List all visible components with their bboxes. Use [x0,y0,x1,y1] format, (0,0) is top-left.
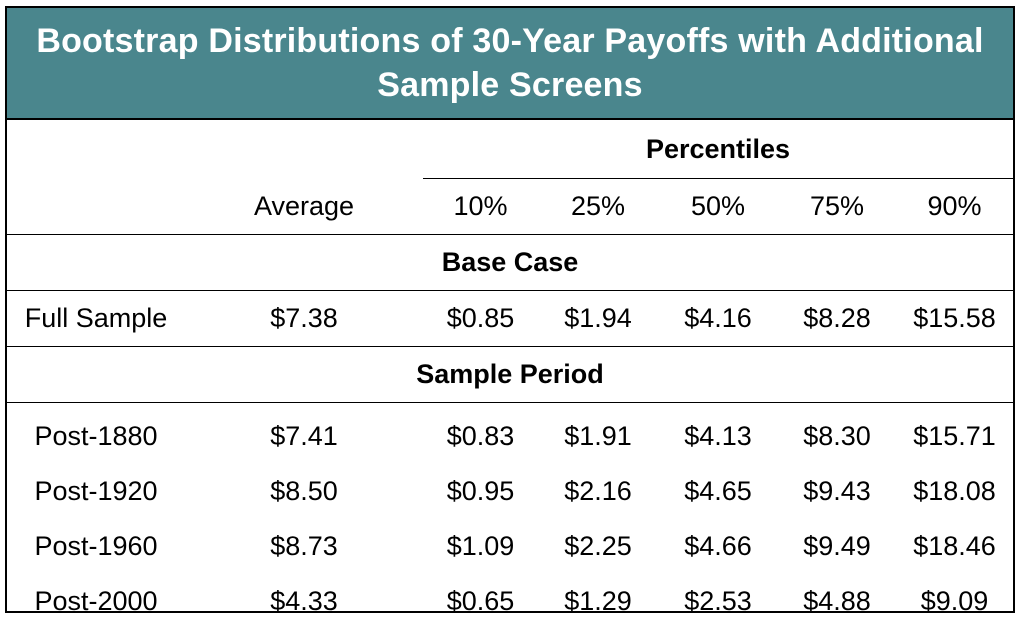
cell-p90: $15.58 [913,303,996,333]
column-header-p75: 75% [809,191,865,221]
cell-p90: $9.09 [920,586,989,616]
cell-p90: $18.46 [913,531,996,561]
cell-p75: $8.30 [803,421,871,451]
cell-p10: $1.09 [446,531,515,561]
cell-p75: $4.88 [803,586,871,616]
row-label: Full Sample [24,303,168,333]
column-header-p25: 25% [570,191,626,221]
row-label: Post-1880 [34,421,158,451]
cell-p50: $4.66 [684,531,752,561]
cell-p90: $15.71 [913,421,996,451]
column-header-p50: 50% [690,191,746,221]
table-title-bar: Bootstrap Distributions of 30-Year Payof… [7,8,1013,120]
cell-p75: $9.43 [803,476,871,506]
row-label: Post-1920 [34,476,158,506]
percentiles-header-row: Percentiles [7,120,1014,179]
cell-average: $7.41 [270,421,338,451]
table-title-line-1: Bootstrap Distributions of 30-Year Payof… [36,22,984,60]
column-header-average: Average [253,190,355,221]
column-header-p90: 90% [927,191,982,221]
cell-average: $4.33 [270,586,338,616]
cell-p25: $2.16 [564,476,632,506]
section-header-row: Base Case [7,235,1014,291]
percentiles-header: Percentiles [423,120,1014,179]
cell-average: $8.50 [270,476,338,506]
table-row: Full Sample $7.38 $0.85 $1.94 $4.16 $8.2… [7,291,1014,347]
cell-p10: $0.65 [446,586,515,616]
table-row: Post-1920 $8.50 $0.95 $2.16 $4.65 $9.43 … [7,464,1013,519]
column-header-row: Average 10% 25% 50% 75% 90% [7,179,1014,235]
cell-p10: $0.83 [446,421,515,451]
table-row: Post-1960 $8.73 $1.09 $2.25 $4.66 $9.49 … [7,519,1013,574]
table-row: Post-1880 $7.41 $0.83 $1.91 $4.13 $8.30 … [7,403,1013,465]
section-header-base-case: Base Case [441,247,579,277]
cell-p25: $1.94 [564,303,632,333]
row-label: Post-1960 [34,531,158,561]
cell-p50: $4.65 [684,476,752,506]
cell-p75: $9.49 [803,531,871,561]
section-header-sample-period: Sample Period [416,359,604,389]
cell-p50: $2.53 [684,586,752,616]
payoff-table: Percentiles Average 10% 25% 50% 75% 90% … [7,120,1014,629]
cell-average: $7.38 [270,303,338,333]
cell-p50: $4.16 [684,303,752,333]
row-label: Post-2000 [34,586,158,616]
payoff-table-card: Bootstrap Distributions of 30-Year Payof… [5,6,1015,616]
cell-p10: $0.95 [446,476,515,506]
table-row: Post-2000 $4.33 $0.65 $1.29 $2.53 $4.88 … [7,574,1013,629]
cell-p50: $4.13 [684,421,752,451]
column-header-p10: 10% [453,191,508,221]
cell-average: $8.73 [270,531,338,561]
cell-p25: $1.29 [564,586,632,616]
cell-p10: $0.85 [446,303,515,333]
cell-p25: $1.91 [564,421,632,451]
cell-p25: $2.25 [564,531,632,561]
section-header-row: Sample Period [7,347,1014,403]
cell-p90: $18.08 [913,476,996,506]
table-title-line-2: Sample Screens [377,66,643,104]
cell-p75: $8.28 [803,303,871,333]
